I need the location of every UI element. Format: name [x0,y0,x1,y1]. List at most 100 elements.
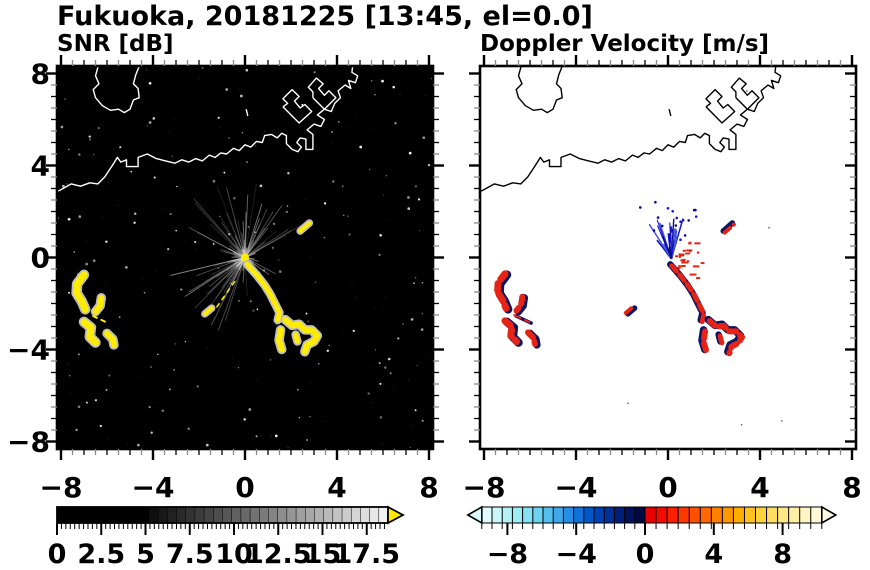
speckle [223,171,226,174]
speckle [416,364,418,367]
colorbar-segment [139,506,150,524]
speckle [240,94,243,98]
speckle [342,185,344,187]
radial-streak [244,205,283,258]
coastline-path [515,66,564,114]
x-axis-tick-label: −4 [132,471,175,504]
speckle [167,248,170,251]
speckle [391,385,394,387]
speckle [292,110,294,113]
speckle [78,215,82,218]
red-speck [700,262,705,265]
doppler-echo-pos [525,329,538,347]
radial-streak [226,187,246,258]
speckle [195,242,198,244]
speckle [69,375,71,377]
radial-streak [244,223,261,258]
radial-streak [244,235,257,258]
coastline-path [57,66,359,193]
radial-streak [194,202,246,258]
coastline-path [282,88,313,124]
speckle [77,405,81,409]
speckle [380,342,383,345]
speckle [407,196,410,199]
blue-dot [666,207,670,210]
blue-streak [668,246,673,259]
snr-echo [92,294,105,315]
speckle [421,282,424,284]
speckle [381,442,383,445]
colorbar-segment [65,506,76,524]
speckle [77,353,80,356]
speckle [379,416,383,419]
speckle [288,177,290,179]
snr-echo [293,332,300,344]
speckle [173,118,175,121]
colorbar-segment [799,506,812,524]
speckle [150,366,152,368]
colorbar-segment [777,506,790,524]
radial-streak [244,211,274,258]
blue-dot [679,238,682,242]
colorbar-segment [102,506,113,524]
blue-dot [654,200,657,204]
colorbar-segment [613,506,626,524]
red-speck [692,265,700,268]
doppler-echo-pos [513,293,526,314]
colorbar-segment [305,506,315,524]
speckle [247,225,250,229]
red-speck [680,259,686,262]
colorbar-segment [56,506,67,524]
speckle [130,170,133,173]
speckle [68,148,70,151]
speckle [414,276,417,279]
colorbar-segment [634,506,646,524]
colorbar-segment [240,506,251,524]
doppler-echo-pos [669,263,707,325]
speckle [387,357,391,361]
speckle [278,259,280,261]
speckle [172,158,174,160]
colorbar-segment [710,506,724,524]
speckle [217,267,219,269]
colorbar-segment [603,506,616,524]
colorbar-segment [176,506,187,524]
y-axis-tick-label: 4 [31,150,50,183]
blue-dot [638,206,642,209]
speckle [150,431,153,434]
colorbar-tick-label: 5 [136,539,155,570]
radial-streak [224,257,246,321]
speckle [169,388,171,391]
colorbar-segment [743,506,757,524]
snr-echo [282,316,321,355]
speckle [133,221,136,225]
speckle [155,270,157,273]
speckle [402,323,404,325]
radial-streak [207,257,246,295]
speckle [173,342,175,344]
speckle [217,116,220,119]
speckle [88,135,91,138]
speckle [148,81,152,85]
coastline-path [307,77,337,110]
radial-streak [244,230,292,258]
speckle [306,438,309,442]
speckle [107,437,109,440]
blue-dot [687,219,690,222]
speckle [169,213,172,216]
speckle [407,207,411,210]
speckle [379,233,383,237]
speckle [64,98,66,100]
colorbar-tick-label: 17.5 [333,539,400,570]
speckle [427,163,431,167]
radial-streak [220,250,246,258]
colorbar-segment [268,506,279,524]
speckle [332,180,335,183]
colorbar-segment [624,506,636,524]
snr-plot-content [57,66,432,449]
speckle [417,198,421,201]
red-speck [694,242,701,245]
coastline-path [705,88,736,124]
speckle [394,121,397,125]
doppler-plot-bg [480,66,856,449]
